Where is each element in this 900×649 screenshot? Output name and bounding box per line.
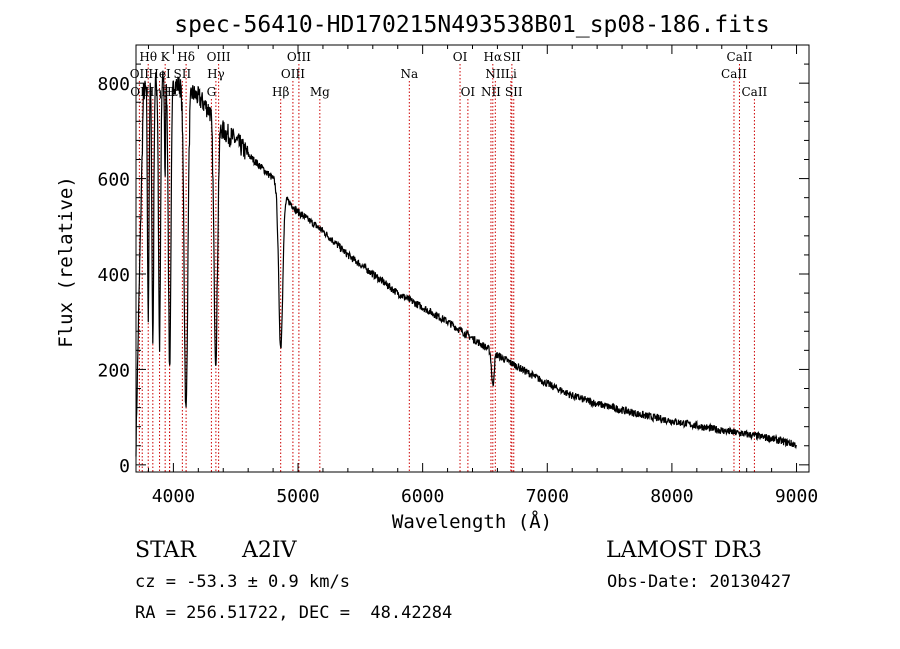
line-marker-label: SII	[505, 85, 523, 99]
line-marker-label: SII	[174, 67, 192, 81]
line-marker-label: NII	[485, 67, 505, 81]
x-tick-label: 9000	[775, 486, 818, 507]
obs-date: Obs-Date: 20130427	[607, 572, 792, 592]
line-marker-label: Hβ	[272, 85, 289, 99]
y-tick-label: 600	[97, 170, 130, 191]
line-marker-label: NII	[481, 85, 501, 99]
survey-name: LAMOST DR3	[606, 538, 762, 563]
line-marker-label: K	[161, 50, 171, 64]
x-tick-label: 6000	[401, 486, 444, 507]
line-marker-label: OI	[461, 85, 476, 99]
line-marker-label: Hγ	[207, 67, 225, 81]
line-marker-label: Mg	[310, 85, 330, 99]
line-marker-label: CaII	[741, 85, 767, 99]
y-tick-label: 400	[97, 265, 130, 286]
line-marker-label: OIII	[207, 50, 231, 64]
x-tick-label: 7000	[526, 486, 569, 507]
line-marker-label: CaII	[721, 67, 747, 81]
line-marker-label: CaII	[727, 50, 753, 64]
y-tick-label: 200	[97, 360, 130, 381]
x-axis-label: Wavelength (Å)	[392, 510, 552, 533]
plot-frame	[135, 44, 810, 473]
spectrum-series	[135, 70, 797, 457]
line-marker-label: Hα	[484, 50, 503, 64]
x-tick-label: 5000	[276, 486, 319, 507]
line-marker-label: Li	[505, 67, 517, 81]
line-marker-label: OIII	[287, 50, 311, 64]
coordinates: RA = 256.51722, DEC = 48.42284	[135, 603, 453, 623]
line-marker-label: G	[207, 85, 217, 99]
line-marker-label: SII	[503, 50, 521, 64]
line-marker-label: Hδ	[177, 50, 195, 64]
spectrum-line	[135, 70, 797, 457]
y-tick-label: 800	[97, 74, 130, 95]
y-tick-label: 0	[119, 456, 130, 477]
line-marker-label: H	[164, 85, 174, 99]
line-marker-label: OI	[453, 50, 468, 64]
x-tick-label: 8000	[650, 486, 693, 507]
x-tick-label: 4000	[152, 486, 195, 507]
line-marker-label: HeI	[148, 67, 171, 81]
redshift-value: cz = -53.3 ± 0.9 km/s	[135, 572, 350, 592]
line-marker-label: Na	[400, 67, 418, 81]
axes: 4000 5000 6000 7000 8000 9000 0 200 400 600 800	[97, 45, 818, 507]
object-class: STAR	[135, 538, 196, 563]
line-marker-label: Hθ	[139, 50, 157, 64]
y-axis-label: Flux (relative)	[55, 176, 77, 348]
chart-title: spec-56410-HD170215N493538B01_sp08-186.f…	[174, 12, 769, 38]
line-marker-label: OII	[130, 67, 150, 81]
line-marker-label: OIII	[281, 67, 305, 81]
subclass: A2IV	[242, 538, 297, 563]
